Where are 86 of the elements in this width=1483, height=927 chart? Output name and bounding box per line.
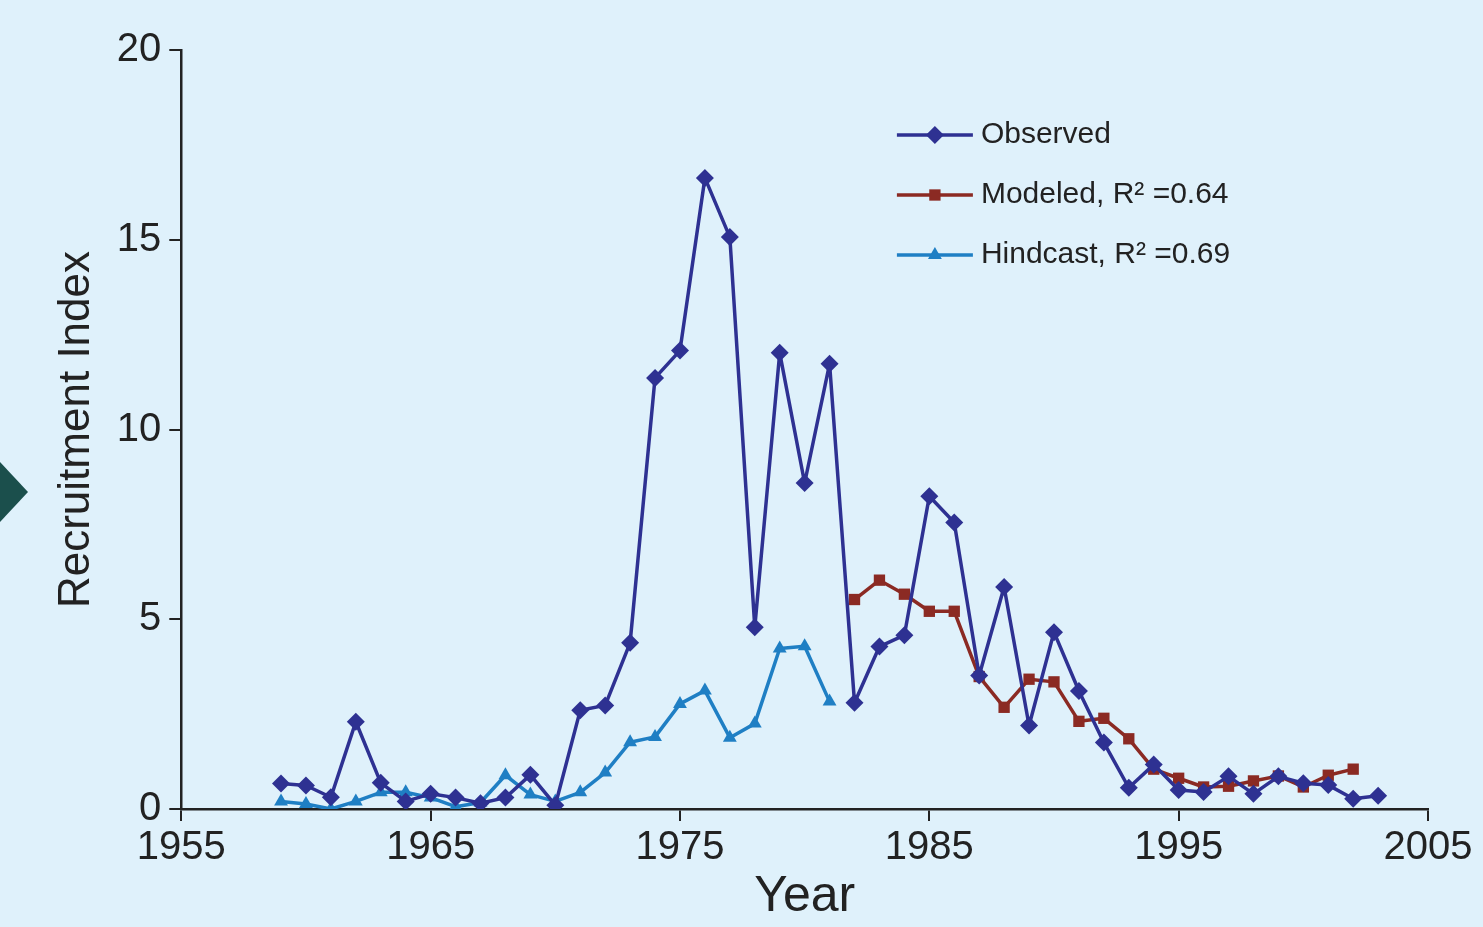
y-tick-label: 10: [116, 404, 162, 449]
point: [848, 593, 861, 606]
point: [1094, 733, 1113, 752]
point: [396, 792, 415, 809]
point: [923, 605, 935, 617]
point: [1219, 767, 1238, 786]
x-tick-label: 2005: [1383, 823, 1473, 868]
point: [623, 734, 638, 747]
legend-label: Observed: [980, 116, 1111, 150]
x-tick-label: 1995: [1134, 823, 1224, 868]
y-axis-title: Recruitment Index: [48, 250, 98, 609]
point: [695, 168, 714, 187]
point: [596, 696, 615, 715]
point: [1098, 712, 1110, 724]
point: [446, 788, 465, 807]
y-tick-label: 20: [116, 25, 162, 70]
point: [296, 776, 315, 795]
point: [820, 354, 839, 373]
point: [348, 793, 363, 806]
point: [648, 728, 662, 741]
point: [1069, 681, 1088, 700]
point: [948, 605, 960, 617]
point: [1247, 775, 1260, 787]
x-axis-title: Year: [754, 865, 856, 922]
point: [1073, 715, 1085, 727]
point: [274, 793, 288, 806]
legend-label: Hindcast, R² =0.69: [980, 236, 1231, 270]
point: [573, 784, 588, 797]
point: [1169, 781, 1188, 800]
x-tick-label: 1965: [386, 823, 476, 868]
point: [496, 788, 515, 807]
point: [720, 228, 739, 247]
x-tick-label: 1985: [884, 823, 974, 868]
point: [1020, 716, 1039, 735]
y-tick-label: 5: [139, 594, 162, 639]
point: [521, 765, 540, 784]
point: [697, 682, 712, 695]
point: [1244, 784, 1263, 803]
point: [1144, 755, 1163, 774]
point: [998, 701, 1010, 713]
point: [621, 633, 640, 652]
point: [646, 368, 665, 387]
point: [1123, 733, 1135, 745]
point: [822, 693, 837, 706]
point: [1347, 763, 1359, 775]
point: [770, 343, 789, 362]
point: [1319, 776, 1338, 795]
point: [1048, 676, 1060, 688]
x-tick-label: 1975: [635, 823, 725, 868]
point: [670, 341, 689, 360]
point: [795, 474, 814, 493]
point: [346, 712, 365, 731]
point: [1194, 782, 1213, 801]
point: [898, 588, 911, 600]
point: [873, 574, 886, 586]
point: [498, 767, 513, 780]
y-tick-label: 15: [116, 214, 162, 259]
point: [895, 626, 914, 645]
point: [797, 638, 812, 651]
point: [722, 729, 737, 742]
point: [1369, 786, 1388, 805]
point: [371, 773, 390, 792]
point: [598, 764, 613, 777]
point: [772, 640, 787, 653]
legend-label: Modeled, R² =0.64: [980, 176, 1229, 210]
point: [571, 701, 590, 720]
point: [523, 786, 538, 799]
point: [1269, 767, 1288, 786]
point: [421, 784, 440, 803]
point: [299, 796, 313, 809]
point: [745, 618, 764, 637]
point: [1294, 774, 1313, 793]
point: [970, 666, 989, 685]
point: [870, 637, 889, 656]
point: [321, 788, 340, 807]
point: [995, 577, 1014, 596]
point: [1119, 778, 1138, 797]
point: [1023, 673, 1035, 685]
point: [673, 695, 687, 708]
point: [845, 693, 864, 712]
point: [1344, 789, 1363, 808]
point: [272, 774, 291, 793]
point: [920, 487, 939, 506]
point: [1044, 623, 1063, 642]
point: [945, 513, 964, 532]
point: [747, 715, 762, 728]
